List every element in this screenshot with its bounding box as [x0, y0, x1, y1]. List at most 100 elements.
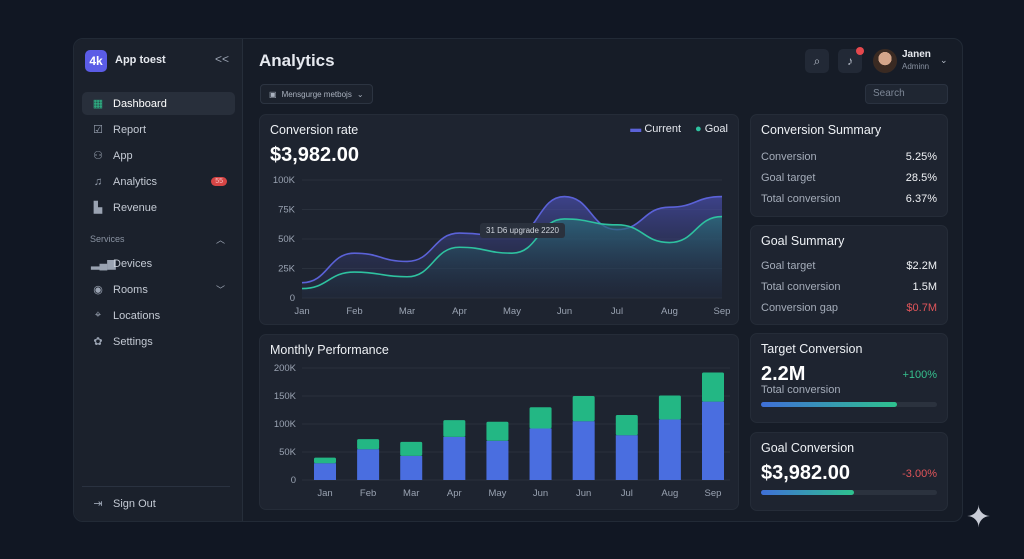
y-tick-label: 200K [274, 363, 297, 374]
nav-label: Analytics [113, 175, 158, 188]
bar-segment-blue [486, 440, 509, 480]
card-title: Conversion rate [270, 123, 359, 137]
nav-label: Locations [113, 309, 161, 322]
x-tick-label: Jul [611, 306, 623, 317]
x-tick-label: Aug [661, 488, 678, 499]
x-tick-label: Jun [576, 488, 591, 499]
nav-label: Report [113, 123, 147, 136]
user-menu-chevron-icon[interactable]: ⌄ [940, 55, 948, 65]
bar-segment-blue [529, 428, 552, 480]
sidebar-item-locations[interactable]: ⌖ Locations [82, 304, 235, 327]
sidebar-item-devices[interactable]: ▂▄▆ Devices [82, 252, 235, 275]
nav-label: Devices [113, 257, 153, 270]
chevron-up-icon[interactable]: ︿ [216, 235, 226, 245]
calendar-icon: ▣ [269, 89, 277, 99]
y-tick-label: 50K [279, 447, 297, 458]
bar-segment-blue [615, 435, 638, 480]
services-section-label: Services [90, 234, 125, 244]
card-title: Goal Conversion [761, 441, 855, 455]
bar-segment-green [443, 420, 466, 437]
x-tick-label: Sep [705, 488, 722, 499]
location-pin-icon: ⌖ [94, 309, 102, 321]
user-role: Adminn [902, 62, 930, 71]
legend-current: ▬ Current [630, 123, 682, 135]
x-tick-label: Sep [714, 306, 731, 317]
sidebar-item-analytics[interactable]: ♫ Analytics 55 [82, 170, 235, 193]
bar-segment-green [486, 421, 509, 441]
conversion-summary-card: Conversion Summary Conversion 5.25% Goal … [750, 114, 948, 217]
summary-row: Goal target 28.5% [761, 172, 937, 184]
summary-row: Total conversion 6.37% [761, 193, 937, 205]
x-tick-label: Apr [447, 488, 462, 499]
sidebar-item-rooms[interactable]: ◉ Rooms ﹀ [82, 278, 235, 301]
bar-segment-blue [572, 421, 595, 480]
nav-label: Settings [113, 335, 153, 348]
bar-segment-blue [702, 401, 724, 480]
target-sub: Total conversion [761, 384, 841, 396]
progress-fill [761, 490, 855, 495]
legend-goal: ● Goal [695, 123, 728, 135]
chart-legend: ▬ Current ● Goal [630, 123, 728, 135]
y-tick-label: 25K [278, 264, 296, 275]
chevron-down-icon: ⌄ [356, 89, 364, 99]
sparkle-icon: ✦ [966, 501, 992, 534]
goal-progress-bar [761, 490, 937, 495]
y-tick-label: 50K [278, 234, 296, 245]
target-change: +100% [902, 369, 937, 381]
collapse-sidebar-icon[interactable]: << [215, 52, 230, 66]
conversion-rate-card: Conversion rate $3,982.00 ▬ Current ● Go… [259, 114, 739, 325]
user-name: Janen [902, 49, 931, 60]
sidebar-item-dashboard[interactable]: ▦ Dashboard [82, 92, 235, 115]
search-input[interactable]: Search [865, 84, 948, 104]
x-tick-label: Jun [533, 488, 548, 499]
gear-icon: ✿ [93, 336, 103, 348]
nav-label: Rooms [113, 283, 148, 296]
sidebar-item-app[interactable]: ⚇ App [82, 144, 235, 167]
search-button[interactable]: ⌕ [805, 49, 829, 73]
bar-segment-blue [357, 449, 380, 480]
nav-label: App [113, 149, 133, 162]
x-tick-label: Jan [294, 306, 309, 317]
x-tick-label: Mar [403, 488, 419, 499]
bar-segment-green [529, 407, 552, 429]
x-tick-label: Mar [399, 306, 415, 317]
nav-label: Dashboard [113, 97, 167, 110]
monthly-bar-chart: 0 50K 100K 150K 200K Jan Feb Mar Apr May Jun Jun Jul… [274, 363, 730, 499]
sign-out-icon: ⇥ [93, 498, 103, 510]
search-icon: ⌕ [813, 53, 821, 68]
bar-segment-green [400, 441, 423, 456]
monthly-performance-card: Monthly Performance 0 50K 100K 150K 200K Jan F… [259, 334, 739, 510]
avatar[interactable] [873, 49, 897, 73]
notification-dot [856, 47, 864, 55]
sidebar-item-settings[interactable]: ✿ Settings [82, 330, 235, 353]
summary-row: Conversion 5.25% [761, 151, 937, 163]
notifications-button[interactable]: ♪ [838, 47, 864, 73]
bar-segment-green [314, 457, 336, 464]
chevron-down-icon: ﹀ [215, 285, 225, 295]
sign-out-button[interactable]: ⇥ Sign Out [82, 492, 235, 515]
target-icon: ◉ [93, 284, 103, 296]
bell-icon: ♪ [847, 54, 853, 68]
x-tick-label: Jan [317, 488, 332, 499]
page-title: Analytics [259, 51, 335, 70]
progress-fill [761, 402, 897, 407]
goal-conversion-card: Goal Conversion $3,982.00 -3.00% [750, 432, 948, 511]
filter-dropdown[interactable]: ▣ Mensgurge metbojs ⌄ [260, 84, 373, 104]
sidebar-item-revenue[interactable]: ▙ Revenue [82, 196, 235, 219]
target-conversion-card: Target Conversion 2.2M Total conversion … [750, 333, 948, 423]
nav-label: Sign Out [113, 497, 156, 510]
target-value: 2.2M [761, 363, 806, 385]
card-title: Target Conversion [761, 342, 863, 356]
chart-tooltip: 31 D6 upgrade 2220 [480, 223, 565, 238]
bell-icon: ♫ [93, 175, 103, 188]
report-icon: ☑ [93, 124, 103, 136]
line-goal [301, 215, 723, 290]
summary-row: Goal target $2.2M [761, 260, 937, 272]
bar-segment-green [702, 372, 724, 402]
conversion-rate-value: $3,982.00 [270, 144, 359, 166]
bar-segment-green [658, 395, 681, 420]
app-logo: 4k [85, 50, 107, 72]
goal-change: -3.00% [902, 468, 937, 480]
x-tick-label: Jul [621, 488, 633, 499]
sidebar-item-report[interactable]: ☑ Report [82, 118, 235, 141]
